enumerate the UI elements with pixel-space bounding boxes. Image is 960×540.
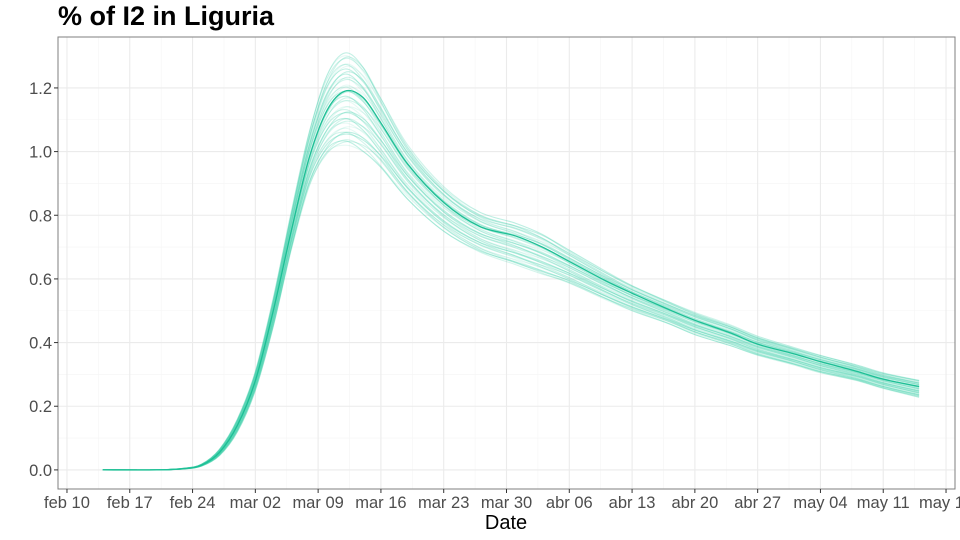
x-tick-label: mar 16: [355, 494, 406, 512]
simulation-line: [102, 57, 920, 471]
simulation-line: [102, 112, 920, 471]
x-tick-label: mar 02: [230, 494, 281, 512]
series-lines: [102, 52, 920, 471]
x-tick-label: may 18: [919, 494, 960, 512]
simulation-line: [102, 99, 920, 471]
simulation-line: [102, 131, 920, 471]
simulation-line: [102, 126, 920, 471]
simulation-line: [102, 144, 920, 471]
simulation-line: [102, 122, 920, 471]
simulation-line: [102, 120, 920, 471]
simulation-line: [102, 86, 920, 471]
simulation-line: [102, 118, 920, 471]
simulation-line: [102, 106, 920, 471]
y-tick-label: 0.4: [29, 335, 52, 353]
simulation-line: [102, 117, 920, 471]
simulation-line: [102, 52, 920, 471]
simulation-line: [102, 76, 920, 471]
y-tick-label: 0.2: [29, 398, 52, 416]
x-tick-label: abr 20: [671, 494, 718, 512]
simulation-line: [102, 97, 920, 471]
y-tick-label: 1.2: [29, 80, 52, 98]
simulation-line: [102, 65, 920, 471]
simulation-line: [102, 77, 920, 471]
simulation-line: [102, 131, 920, 471]
simulation-line: [102, 139, 920, 471]
simulation-line: [102, 84, 920, 471]
y-tick-label: 1.0: [29, 144, 52, 162]
simulation-line: [102, 56, 920, 471]
simulation-line: [102, 78, 920, 471]
simulation-line: [102, 73, 920, 471]
x-tick-label: may 11: [857, 494, 910, 512]
x-axis-title: Date: [485, 512, 527, 534]
simulation-line: [102, 68, 920, 471]
simulation-line: [102, 127, 920, 471]
simulation-line: [102, 109, 920, 471]
x-tick-label: abr 27: [734, 494, 781, 512]
y-tick-label: 0.8: [29, 207, 52, 225]
x-tick-label: mar 23: [418, 494, 469, 512]
simulation-line: [102, 63, 920, 471]
y-tick-label: 0.6: [29, 271, 52, 289]
central-series-line: [102, 89, 920, 471]
y-axis: 0.0 0.2 0.4 0.6 0.8 1.0 1.2: [29, 80, 58, 480]
major-gridlines: [58, 37, 955, 489]
simulation-line: [102, 100, 920, 471]
simulation-line: [102, 63, 920, 471]
simulation-line: [102, 71, 920, 471]
simulation-line: [102, 111, 920, 471]
x-tick-label: mar 30: [481, 494, 532, 512]
x-tick-label: abr 06: [546, 494, 593, 512]
simulation-line: [102, 55, 920, 471]
chart-title: % of I2 in Liguria: [58, 1, 275, 31]
x-tick-label: may 04: [793, 494, 847, 512]
x-tick-label: feb 24: [170, 494, 216, 512]
x-axis: feb 10 feb 17 feb 24 mar 02 mar 09 mar 16 mar …: [44, 489, 960, 512]
simulation-line: [102, 91, 920, 471]
simulation-line: [102, 140, 920, 471]
simulation-line: [102, 106, 920, 471]
x-tick-label: mar 09: [292, 494, 343, 512]
x-tick-label: feb 17: [107, 494, 153, 512]
simulation-line: [102, 90, 920, 471]
simulation-line: [102, 133, 920, 471]
simulation-line: [102, 95, 920, 471]
x-tick-label: abr 13: [609, 494, 656, 512]
x-tick-label: feb 10: [44, 494, 90, 512]
y-tick-label: 0.0: [29, 462, 52, 480]
simulation-line: [102, 140, 920, 471]
